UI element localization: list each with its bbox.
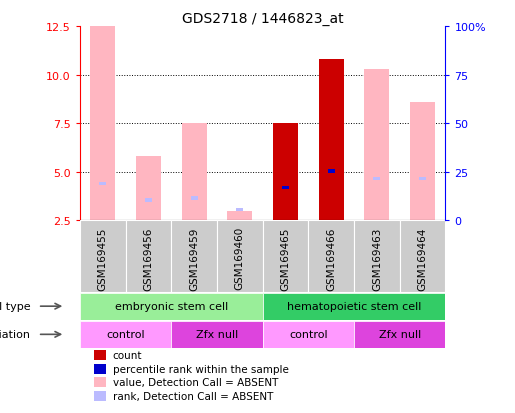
Bar — [263, 221, 308, 292]
Title: GDS2718 / 1446823_at: GDS2718 / 1446823_at — [182, 12, 344, 26]
Text: rank, Detection Call = ABSENT: rank, Detection Call = ABSENT — [113, 391, 273, 401]
Text: embryonic stem cell: embryonic stem cell — [115, 301, 228, 311]
Bar — [328, 170, 335, 173]
Bar — [263, 293, 445, 320]
Bar — [354, 221, 400, 292]
Bar — [227, 211, 252, 221]
Bar — [400, 221, 445, 292]
Text: GSM169460: GSM169460 — [235, 227, 245, 290]
Bar — [373, 178, 381, 181]
Bar — [80, 221, 126, 292]
Text: Zfx null: Zfx null — [196, 330, 238, 339]
Bar — [364, 69, 389, 221]
Text: GSM169463: GSM169463 — [372, 227, 382, 290]
Bar — [410, 102, 435, 221]
Bar — [126, 221, 171, 292]
Bar — [236, 209, 243, 212]
Text: GSM169456: GSM169456 — [143, 227, 153, 290]
Text: GSM169466: GSM169466 — [326, 227, 336, 290]
Bar — [171, 321, 263, 348]
Bar — [319, 60, 344, 221]
Bar — [263, 321, 354, 348]
Bar — [191, 197, 198, 200]
Bar — [90, 27, 115, 221]
Text: GSM169465: GSM169465 — [281, 227, 290, 290]
Bar — [273, 124, 298, 221]
Bar — [80, 293, 263, 320]
Text: hematopoietic stem cell: hematopoietic stem cell — [287, 301, 421, 311]
Bar — [217, 221, 263, 292]
Bar — [282, 186, 289, 190]
Text: Zfx null: Zfx null — [379, 330, 421, 339]
Bar — [94, 377, 106, 387]
Bar — [94, 391, 106, 401]
Bar — [171, 221, 217, 292]
Bar — [80, 321, 171, 348]
Text: value, Detection Call = ABSENT: value, Detection Call = ABSENT — [113, 377, 278, 387]
Bar — [94, 364, 106, 374]
Bar — [354, 321, 445, 348]
Text: control: control — [106, 330, 145, 339]
Bar — [308, 221, 354, 292]
Bar — [136, 157, 161, 221]
Bar — [181, 124, 207, 221]
Text: GSM169459: GSM169459 — [189, 227, 199, 290]
Text: GSM169464: GSM169464 — [418, 227, 427, 290]
Bar — [94, 350, 106, 361]
Text: percentile rank within the sample: percentile rank within the sample — [113, 364, 288, 374]
Bar — [419, 178, 426, 181]
Text: GSM169455: GSM169455 — [98, 227, 108, 290]
Bar — [145, 199, 152, 202]
Bar — [99, 182, 106, 186]
Text: cell type: cell type — [0, 301, 30, 311]
Text: count: count — [113, 350, 142, 360]
Text: control: control — [289, 330, 328, 339]
Text: genotype/variation: genotype/variation — [0, 330, 30, 339]
